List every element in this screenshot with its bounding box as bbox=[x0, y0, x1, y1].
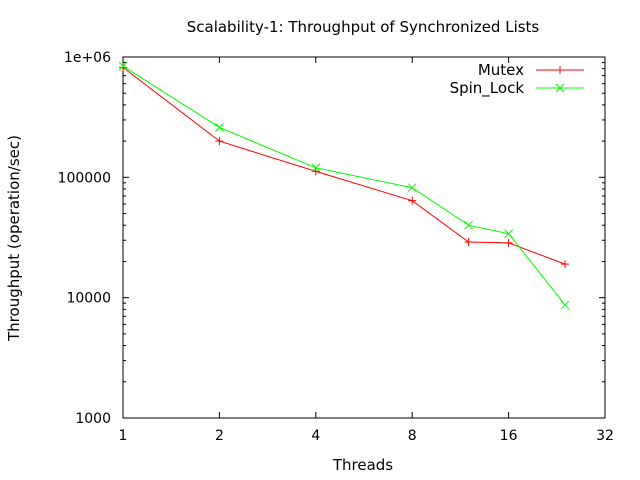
data-point-spin-lock bbox=[560, 300, 570, 310]
data-point-mutex bbox=[464, 238, 473, 247]
ticks-group: 1 2 4 8 16 32 1000 10000 100000 1e+06 bbox=[58, 50, 614, 444]
x-tick-label: 2 bbox=[215, 428, 224, 444]
legend-marker-spin-lock-stroke bbox=[555, 83, 565, 93]
plot-frame-group bbox=[122, 56, 606, 419]
y-tick-label: 100000 bbox=[58, 170, 111, 186]
chart-title: Scalability-1: Throughput of Synchronize… bbox=[187, 18, 540, 36]
x-tick-label: 16 bbox=[500, 428, 518, 444]
data-point-spin-lock-stroke bbox=[215, 123, 224, 132]
data-point-spin-lock-stroke bbox=[407, 183, 417, 193]
y-axis-title: Throughput (operation/sec) bbox=[5, 135, 23, 342]
legend-label-mutex: Mutex bbox=[478, 61, 524, 79]
data-point-spin-lock-stroke bbox=[311, 163, 321, 173]
legend-marker-spin-lock bbox=[555, 83, 565, 93]
y-tick-label: 10000 bbox=[66, 291, 111, 307]
data-point-spin-lock bbox=[407, 183, 417, 193]
plot-frame bbox=[122, 56, 606, 419]
data-point-mutex bbox=[408, 196, 417, 205]
data-point-mutex bbox=[311, 167, 320, 176]
x-axis-title: Threads bbox=[332, 456, 393, 474]
data-point-mutex bbox=[215, 137, 224, 146]
data-point-mutex bbox=[504, 238, 513, 247]
y-tick-label: 1000 bbox=[75, 411, 111, 427]
legend-marker-mutex bbox=[556, 66, 564, 74]
data-point-spin-lock bbox=[215, 123, 224, 132]
data-point-spin-lock bbox=[311, 163, 321, 173]
data-point-spin-lock bbox=[118, 61, 128, 71]
series-group bbox=[118, 61, 570, 310]
data-point-mutex bbox=[560, 260, 569, 269]
data-point-spin-lock-stroke bbox=[118, 61, 128, 71]
data-point-spin-lock bbox=[464, 220, 473, 230]
x-tick-label: 1 bbox=[119, 428, 128, 444]
x-tick-label: 32 bbox=[596, 428, 614, 444]
data-point-spin-lock-stroke bbox=[504, 229, 513, 239]
data-point-spin-lock-stroke bbox=[560, 300, 570, 310]
data-point-spin-lock bbox=[504, 229, 513, 239]
series-line-spin-lock bbox=[122, 65, 566, 306]
legend-label-spin-lock: Spin_Lock bbox=[450, 79, 525, 98]
x-tick-label: 4 bbox=[311, 428, 320, 444]
data-point-spin-lock-stroke bbox=[464, 220, 473, 230]
y-tick-label: 1e+06 bbox=[64, 50, 111, 66]
x-tick-label: 8 bbox=[408, 428, 417, 444]
